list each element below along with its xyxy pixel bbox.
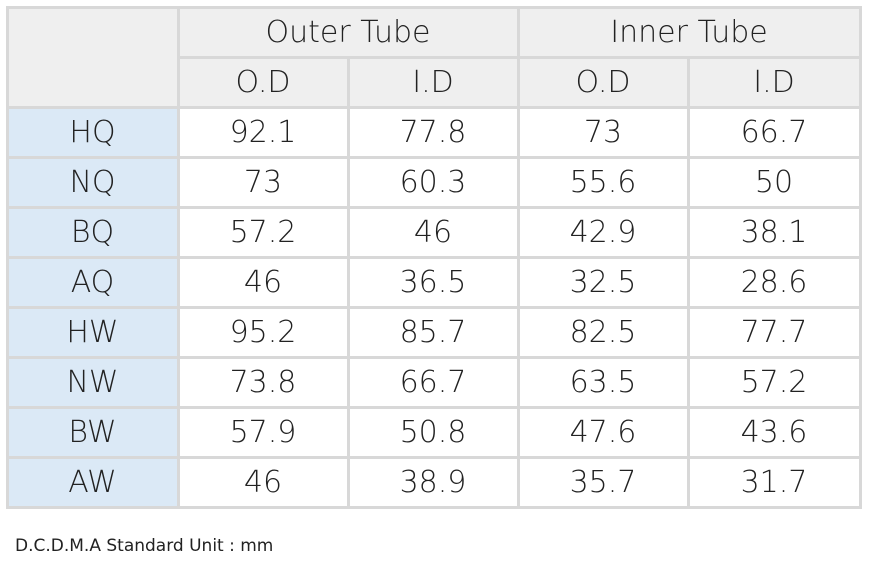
data-cell: 73.8 [179,358,347,406]
data-cell: 31.7 [689,458,859,506]
sub-header: I.D [349,58,517,106]
data-cell: 50 [689,158,859,206]
row-label: HQ [8,108,177,156]
data-cell: 35.7 [519,458,687,506]
data-cell: 38.9 [349,458,517,506]
row-label: AQ [8,258,177,306]
data-cell: 60.3 [349,158,517,206]
data-cell: 57.9 [179,408,347,456]
data-cell: 63.5 [519,358,687,406]
sub-header: O.D [519,58,687,106]
data-cell: 50.8 [349,408,517,456]
data-cell: 38.1 [689,208,859,256]
data-cell: 82.5 [519,308,687,356]
data-cell: 66.7 [349,358,517,406]
data-cell: 55.6 [519,158,687,206]
group-header: Outer Tube [179,8,517,56]
data-cell: 32.5 [519,258,687,306]
data-cell: 73 [179,158,347,206]
data-cell: 46 [179,458,347,506]
data-cell: 95.2 [179,308,347,356]
data-cell: 77.7 [689,308,859,356]
data-cell: 57.2 [179,208,347,256]
data-cell: 73 [519,108,687,156]
data-cell: 46 [179,258,347,306]
data-cell: 28.6 [689,258,859,306]
row-label: HW [8,308,177,356]
data-cell: 42.9 [519,208,687,256]
row-label: AW [8,458,177,506]
group-header: Inner Tube [519,8,859,56]
row-label: BW [8,408,177,456]
row-label: NW [8,358,177,406]
data-cell: 77.8 [349,108,517,156]
data-cell: 57.2 [689,358,859,406]
data-cell: 46 [349,208,517,256]
data-cell: 36.5 [349,258,517,306]
sub-header: I.D [689,58,859,106]
row-label: NQ [8,158,177,206]
sub-header: O.D [179,58,347,106]
data-cell: 43.6 [689,408,859,456]
footer-note: D.C.D.M.A Standard Unit : mm [15,536,274,556]
data-cell: 47.6 [519,408,687,456]
row-label: BQ [8,208,177,256]
data-cell: 92.1 [179,108,347,156]
table: Outer Tube Inner Tube O.D I.D O.D I.D HQ 92.1 77… [6,6,862,509]
data-cell: 85.7 [349,308,517,356]
data-cell: 66.7 [689,108,859,156]
corner-cell [8,8,177,106]
